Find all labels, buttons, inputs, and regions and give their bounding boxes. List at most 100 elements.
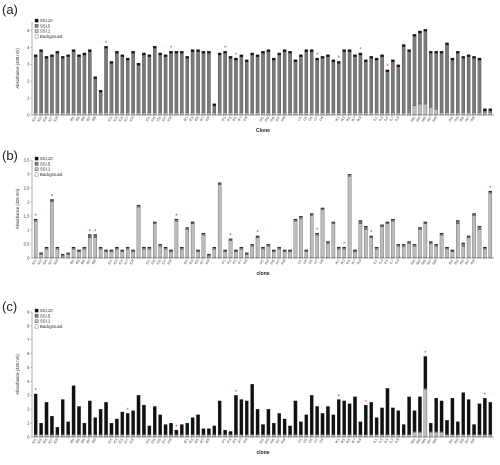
x-tick-label: IH3	[264, 438, 270, 445]
bar-ssi-1	[396, 112, 401, 115]
bar-ssi-10	[217, 182, 222, 184]
x-tick-label: IF9	[242, 116, 248, 122]
bar-ssi-10	[277, 52, 281, 56]
y-axis-title: Absorbance (405 nm)	[15, 188, 20, 229]
legend-label: SSI.10	[40, 156, 53, 161]
bar-ssi-10	[380, 224, 384, 226]
bar-ssi-10	[369, 56, 373, 59]
x-tick-label: IL1	[372, 259, 378, 265]
bar-ssi-5	[261, 247, 265, 250]
bar-ssi-10	[255, 235, 260, 237]
x-tick-label: IH1	[259, 116, 265, 123]
bar-ssi-10	[429, 51, 433, 54]
x-tick-label: IC1	[107, 438, 113, 445]
bar-ssi-5	[39, 51, 43, 113]
bar-ssi-5	[488, 110, 493, 113]
legend-label: SSI.5	[40, 23, 51, 28]
bar-ssi-10	[55, 246, 60, 248]
x-tick-label: IG7	[47, 259, 53, 266]
bar-ssi-1	[93, 112, 97, 115]
x-tick-label: IB7	[85, 438, 91, 445]
bar-background	[407, 114, 411, 116]
y-tick-label: 5	[27, 28, 30, 33]
legend-swatch	[34, 29, 39, 33]
bar-ssi-1	[142, 434, 146, 437]
bar-ssi-5	[320, 208, 325, 210]
bar-ssi-10	[461, 392, 465, 435]
bar-ssi-5	[466, 236, 471, 238]
bar-ssi-1	[228, 240, 233, 258]
bar-ssi-5	[109, 250, 114, 252]
bar-ssi-5	[277, 247, 281, 250]
x-tick-label: IE3	[188, 116, 194, 123]
bar-ssi-10	[315, 57, 319, 61]
bar-ssi-1	[255, 237, 260, 258]
bar-ssi-1	[320, 209, 325, 258]
bar-ssi-10	[288, 51, 292, 54]
bar-ssi-5	[33, 56, 38, 113]
bar-ssi-10	[299, 216, 303, 217]
x-tick-label: IM3	[415, 259, 422, 266]
bar-ssi-5	[434, 53, 438, 110]
bar-background	[304, 114, 309, 116]
bar-ssi-10	[185, 56, 189, 59]
bar-ssi-5	[136, 64, 141, 113]
bar-ssi-10	[120, 54, 125, 57]
bar-background	[71, 114, 76, 116]
bar-ssi-1	[461, 246, 465, 258]
bar-ssi-10	[380, 54, 384, 57]
bar-ssi-1	[109, 251, 114, 258]
bar-ssi-10	[423, 356, 428, 389]
bar-ssi-1	[326, 434, 330, 437]
bar-ssi-10	[93, 234, 97, 236]
bar-ssi-1	[342, 248, 346, 258]
x-tick-label: ID1	[145, 438, 151, 445]
y-tick-label: 0,5	[24, 241, 30, 246]
x-tick-label: IK3	[340, 116, 346, 123]
significance-star: *	[343, 242, 346, 248]
bar-background	[423, 114, 428, 116]
bar-ssi-5	[66, 56, 70, 113]
bar-background	[239, 114, 244, 116]
bar-ssi-1	[55, 434, 60, 437]
bar-ssi-1	[82, 434, 87, 437]
significance-star: *	[127, 408, 130, 414]
bar-ssi-5	[261, 53, 265, 113]
bar-ssi-1	[304, 434, 309, 437]
bar-background	[136, 114, 141, 116]
bar-ssi-1	[391, 220, 395, 258]
bar-ssi-1	[98, 434, 103, 437]
y-tick-label: 6	[27, 351, 30, 356]
bar-ssi-10	[304, 249, 309, 251]
bar-ssi-10	[131, 51, 135, 54]
bar-ssi-10	[125, 413, 130, 435]
bar-ssi-5	[82, 247, 87, 250]
bar-ssi-1	[369, 112, 373, 115]
bar-ssi-1	[347, 434, 352, 437]
bar-ssi-1	[342, 112, 346, 115]
bar-ssi-10	[380, 407, 384, 435]
bar-ssi-1	[412, 105, 417, 115]
bar-ssi-10	[266, 409, 271, 435]
bar-ssi-5	[347, 51, 352, 113]
x-tick-label: IE7	[199, 438, 205, 445]
bar-ssi-1	[82, 112, 87, 115]
bar-ssi-1	[245, 254, 249, 258]
bar-ssi-1	[266, 246, 271, 258]
x-tick-label: IC5	[118, 116, 124, 123]
bar-background	[429, 114, 433, 116]
bar-ssi-10	[109, 249, 114, 251]
legend-swatch	[34, 34, 39, 39]
bar-ssi-1	[147, 248, 152, 258]
significance-star: *	[370, 231, 373, 237]
bar-ssi-1	[50, 434, 54, 437]
bar-ssi-5	[239, 56, 244, 113]
bar-ssi-10	[488, 190, 493, 192]
bar-ssi-10	[228, 431, 233, 435]
x-tick-label: IN1	[448, 438, 454, 445]
bar-background	[125, 114, 130, 116]
significance-star: *	[484, 393, 487, 399]
bar-background	[169, 114, 173, 116]
bar-ssi-5	[418, 32, 422, 105]
bar-ssi-1	[429, 107, 433, 115]
